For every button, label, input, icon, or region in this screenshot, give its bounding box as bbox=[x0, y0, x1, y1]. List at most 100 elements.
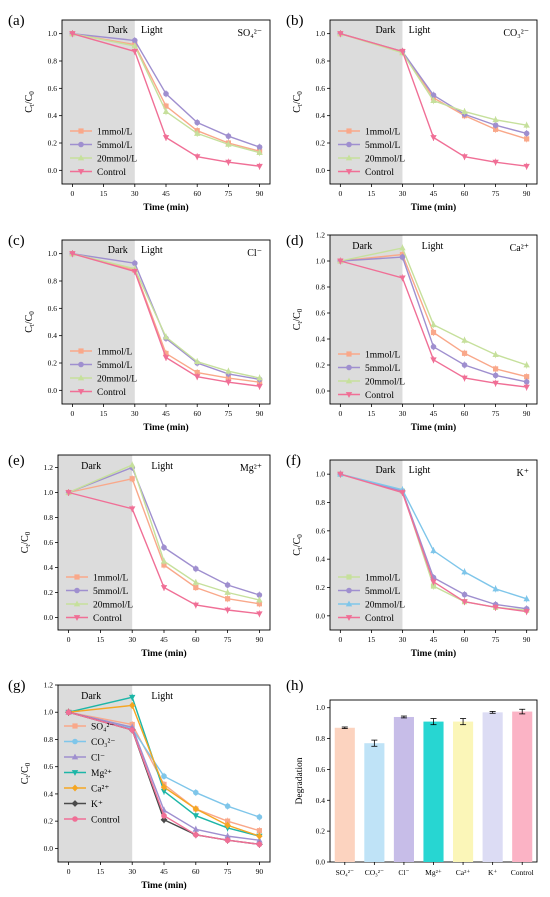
x-tick-label: 30 bbox=[128, 867, 136, 876]
series-line bbox=[340, 32, 527, 126]
data-point bbox=[492, 122, 499, 129]
bar bbox=[423, 721, 444, 862]
x-tick-label: 15 bbox=[100, 409, 108, 418]
y-tick-label: 0.8 bbox=[316, 498, 326, 507]
x-tick-label: 45 bbox=[160, 867, 168, 876]
data-point bbox=[224, 589, 231, 595]
series-line bbox=[72, 252, 260, 381]
data-point bbox=[256, 592, 263, 598]
bar bbox=[512, 711, 533, 862]
x-tick-label: 90 bbox=[523, 635, 531, 644]
data-point bbox=[224, 821, 231, 829]
data-point bbox=[256, 836, 263, 843]
ion-label: SO₄²⁻ bbox=[237, 28, 262, 39]
legend-label: Control bbox=[97, 388, 126, 398]
x-tick-label: 45 bbox=[430, 635, 438, 644]
legend-marker bbox=[77, 169, 85, 175]
x-tick-label: 90 bbox=[523, 189, 531, 198]
panel-label: (a) bbox=[8, 13, 25, 29]
legend-label: 20mmol/L bbox=[365, 155, 405, 165]
legend-marker bbox=[72, 723, 78, 729]
ion-label: Cl⁻ bbox=[247, 248, 262, 259]
data-point bbox=[523, 384, 530, 391]
legend-marker bbox=[74, 574, 80, 580]
y-tick-label: 0.2 bbox=[316, 361, 326, 370]
x-tick-label: 60 bbox=[461, 635, 469, 644]
y-axis-label: Ct/C0 bbox=[292, 91, 304, 113]
data-point bbox=[131, 269, 138, 275]
y-tick-label: 1.2 bbox=[316, 231, 326, 240]
x-tick-label: 0 bbox=[67, 867, 71, 876]
y-tick-label: 1.0 bbox=[44, 708, 54, 717]
data-point bbox=[256, 841, 263, 848]
panel-5: 0 15 30 45 60 75 90 0.0 0.2 0.4 0.6 0.8 1.0 Time (min… bbox=[292, 459, 538, 659]
legend-label: Ca²⁺ bbox=[91, 785, 109, 795]
x-tick-label: 15 bbox=[100, 189, 108, 198]
data-point bbox=[69, 31, 76, 38]
data-point bbox=[225, 818, 231, 824]
dark-label: Dark bbox=[375, 465, 395, 476]
x-tick-label: 60 bbox=[461, 189, 469, 198]
data-point bbox=[161, 562, 167, 568]
panel-label: (b) bbox=[286, 13, 304, 29]
x-tick-label: 15 bbox=[368, 409, 376, 418]
data-point bbox=[225, 140, 232, 147]
legend-label: 20mmol/L bbox=[97, 375, 137, 385]
data-point bbox=[161, 812, 167, 819]
y-axis-label: Ct/C0 bbox=[24, 91, 36, 113]
y-tick-label: 0.4 bbox=[316, 335, 326, 344]
data-point bbox=[65, 490, 72, 496]
legend-label: K⁺ bbox=[91, 800, 103, 810]
data-point bbox=[160, 788, 168, 795]
data-point bbox=[256, 832, 263, 840]
legend-marker bbox=[77, 374, 85, 381]
y-tick-label: 0.8 bbox=[316, 57, 326, 66]
category-label: Cl⁻ bbox=[398, 868, 409, 877]
data-point bbox=[224, 582, 231, 588]
legend-label: 20mmol/L bbox=[365, 378, 405, 388]
y-tick-label: 0.8 bbox=[316, 283, 326, 292]
data-point bbox=[256, 814, 263, 820]
data-point bbox=[163, 350, 169, 357]
y-tick-label: 0.6 bbox=[316, 765, 326, 774]
legend-label: 5mmol/L bbox=[93, 587, 129, 597]
data-point bbox=[256, 144, 263, 150]
data-point bbox=[129, 727, 135, 733]
data-point bbox=[492, 380, 499, 387]
data-point bbox=[193, 584, 199, 591]
data-point bbox=[430, 583, 437, 589]
data-point bbox=[430, 97, 437, 104]
legend-label: Control bbox=[365, 168, 394, 178]
panel-6: 0 15 30 45 60 75 90 0.0 0.2 0.4 0.6 0.8 1.0 1.2 Time (… bbox=[20, 681, 271, 891]
category-label: CO₃²⁻ bbox=[365, 868, 384, 877]
x-tick-label: 60 bbox=[192, 867, 200, 876]
y-tick-label: 0.6 bbox=[316, 84, 326, 93]
legend-label: 5mmol/L bbox=[365, 587, 401, 597]
ion-label: CO₃²⁻ bbox=[503, 28, 529, 39]
data-point bbox=[192, 805, 199, 813]
y-tick-label: 1.0 bbox=[48, 29, 58, 38]
legend-marker bbox=[346, 364, 352, 371]
data-point bbox=[194, 154, 201, 161]
x-axis-label: Time (min) bbox=[411, 202, 456, 213]
panel-7: 0.0 0.2 0.4 0.6 0.8 1.0 Degradation SO₄²⁻ CO₃²⁻ C… bbox=[295, 699, 538, 877]
legend-marker bbox=[346, 351, 352, 357]
panel-label: (h) bbox=[286, 678, 304, 694]
series-line bbox=[72, 32, 260, 154]
x-tick-label: 60 bbox=[193, 189, 201, 198]
dark-label: Dark bbox=[81, 461, 101, 472]
dark-label: Dark bbox=[108, 25, 128, 36]
light-label: Light bbox=[151, 691, 173, 702]
y-tick-label: 0.0 bbox=[44, 613, 54, 622]
legend-label: SO₄²⁻ bbox=[91, 723, 114, 733]
x-tick-label: 0 bbox=[71, 409, 75, 418]
legend-marker bbox=[345, 600, 353, 607]
y-tick-label: 0.6 bbox=[316, 309, 326, 318]
x-tick-label: 45 bbox=[430, 189, 438, 198]
panel-label: (d) bbox=[286, 233, 304, 249]
data-point bbox=[224, 832, 231, 839]
dark-label: Dark bbox=[81, 691, 101, 702]
data-point bbox=[399, 244, 406, 251]
x-tick-label: 60 bbox=[192, 635, 200, 644]
legend-label: 1mmol/L bbox=[93, 574, 129, 584]
